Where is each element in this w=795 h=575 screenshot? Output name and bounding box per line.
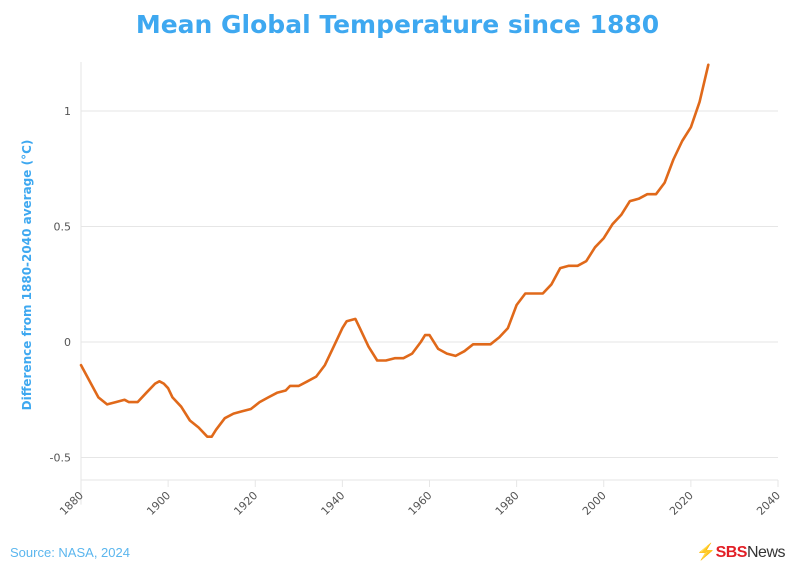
x-tick-label: 1940 — [319, 489, 348, 518]
y-tick-label: 1 — [64, 105, 71, 118]
sbs-news-logo: ⚡SBSNews — [696, 542, 785, 562]
logo-sbs: SBS — [715, 544, 748, 561]
x-tick-label: 1980 — [493, 489, 522, 518]
x-tick-label: 1880 — [57, 489, 86, 518]
x-tick-label: 2020 — [667, 489, 696, 518]
logo-news: News — [746, 544, 786, 561]
y-tick-label: -0.5 — [50, 452, 71, 465]
sbs-mark-icon: ⚡ — [696, 544, 716, 561]
x-tick-label: 1900 — [144, 489, 173, 518]
chart-title: Mean Global Temperature since 1880 — [135, 10, 660, 39]
y-tick-label: 0 — [64, 336, 71, 349]
source-note: Source: NASA, 2024 — [10, 545, 130, 560]
x-tick-label: 2000 — [580, 489, 609, 518]
x-tick-label: 2040 — [754, 489, 783, 518]
y-tick-label: 0.5 — [54, 221, 72, 234]
x-tick-label: 1920 — [231, 489, 260, 518]
temperature-line — [79, 63, 710, 438]
x-tick-label: 1960 — [406, 489, 435, 518]
